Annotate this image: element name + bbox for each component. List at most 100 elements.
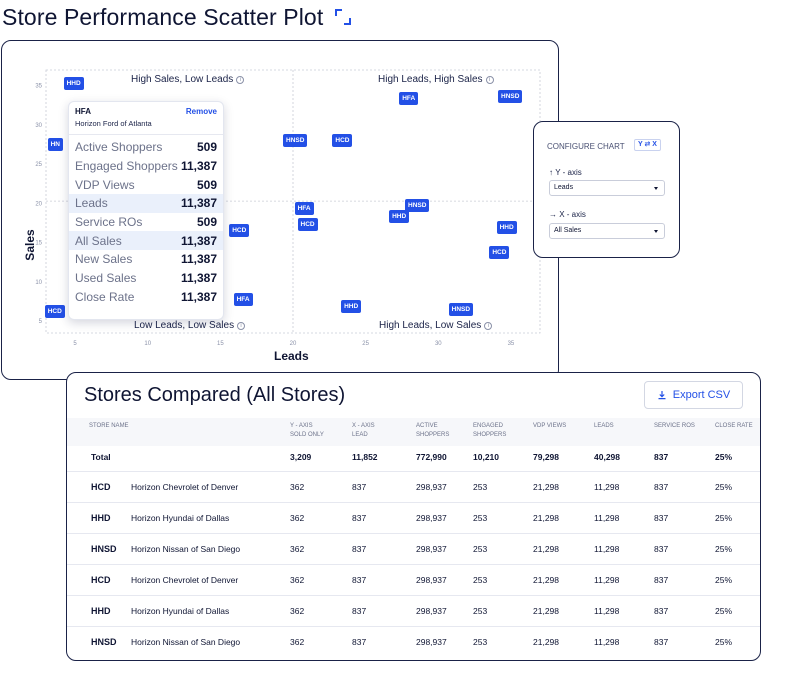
column-header: ENGAGED SHOPPERS <box>473 423 507 438</box>
store-point-hhd[interactable]: HHD <box>496 220 517 234</box>
tooltip-metric-row: Close Rate 11,387 <box>69 288 223 307</box>
tooltip-metric-row: Engaged Shoppers 11,387 <box>69 157 223 176</box>
table-cell: 837 <box>654 575 669 585</box>
download-icon <box>658 391 666 400</box>
tooltip-metric-row: Leads 11,387 <box>69 194 223 213</box>
total-cell: 3,209 <box>290 452 312 462</box>
store-code: HCD <box>91 575 111 585</box>
table-title: Stores Compared (All Stores) <box>84 384 346 406</box>
arrow-right-icon: → <box>549 210 557 219</box>
tooltip-metric-row: All Sales 11,387 <box>69 231 223 251</box>
table-cell: 362 <box>290 575 305 585</box>
store-point-hn[interactable]: HN <box>47 138 63 152</box>
store-name: Horizon Chevrolet of Denver <box>131 482 239 492</box>
table-row[interactable]: HCD Horizon Chevrolet of Denver 362 837 298,… <box>67 564 760 595</box>
info-icon[interactable]: i <box>236 75 245 84</box>
configure-chart-title: CONFIGURE CHART <box>547 142 625 151</box>
total-cell: 40,298 <box>594 452 620 462</box>
info-icon[interactable]: i <box>484 321 493 330</box>
store-point-hnsd[interactable]: HNSD <box>498 90 523 104</box>
table-cell: 837 <box>654 606 669 616</box>
store-point-hfa[interactable]: HFA <box>233 292 253 306</box>
column-header: CLOSE RATE <box>715 423 753 429</box>
store-point-hfa[interactable]: HFA <box>399 91 419 105</box>
table-cell: 362 <box>290 606 305 616</box>
table-row[interactable]: HHD Horizon Hyundai of Dallas 362 837 298,93… <box>67 595 760 626</box>
store-point-hhd[interactable]: HHD <box>389 210 410 224</box>
store-name: Horizon Hyundai of Dallas <box>131 606 230 616</box>
info-icon[interactable]: i <box>237 321 246 330</box>
table-cell: 253 <box>473 575 488 585</box>
store-code: HHD <box>91 606 111 616</box>
x-axis-select[interactable]: All Sales <box>549 223 665 239</box>
expand-corners-icon[interactable] <box>333 7 353 27</box>
table-cell: 21,298 <box>533 482 559 492</box>
info-icon[interactable]: i <box>485 75 494 84</box>
tooltip-store-name: Horizon Ford of Atlanta <box>75 119 152 128</box>
table-row[interactable]: HNSD Horizon Nissan of San Diego 362 837 298… <box>67 626 760 657</box>
table-cell: 21,298 <box>533 575 559 585</box>
table-row[interactable]: HHD Horizon Hyundai of Dallas 362 837 298,93… <box>67 502 760 533</box>
table-cell: 11,298 <box>594 575 620 585</box>
store-name: Horizon Nissan of San Diego <box>131 544 241 554</box>
x-axis-label: → X - axis <box>549 210 586 219</box>
metric-value: 11,387 <box>180 271 217 286</box>
x-tick-label: 5 <box>73 341 77 347</box>
store-point-hhd[interactable]: HHD <box>63 76 84 90</box>
metric-label: Close Rate <box>75 289 135 304</box>
column-header: Y - AXIS SOLD ONLY <box>290 423 324 438</box>
store-point-hcd[interactable]: HCD <box>297 218 318 232</box>
tooltip-metric-row: VDP Views 509 <box>69 175 223 194</box>
metric-label: Engaged Shoppers <box>75 159 178 174</box>
store-point-hnsd[interactable]: HNSD <box>283 134 308 148</box>
store-point-hnsd[interactable]: HNSD <box>448 302 474 316</box>
table-cell: 25% <box>715 513 733 523</box>
table-cell: 21,298 <box>533 637 559 647</box>
store-point-hcd[interactable]: HCD <box>489 245 510 259</box>
metric-value: 11,387 <box>180 252 217 267</box>
table-cell: 253 <box>473 606 488 616</box>
store-point-hcd[interactable]: HCD <box>332 134 353 148</box>
total-cell: 79,298 <box>533 452 559 462</box>
store-point-hnsd[interactable]: HNSD <box>405 198 430 212</box>
column-header: SERVICE ROS <box>654 423 695 429</box>
metric-label: VDP Views <box>75 177 135 192</box>
y-tick-label: 5 <box>39 319 43 325</box>
tooltip-metric-row: Used Sales 11,387 <box>69 269 223 288</box>
store-point-hfa[interactable]: HFA <box>294 202 314 216</box>
y-tick-label: 10 <box>35 280 42 286</box>
quadrant-label-top-left: High Sales, Low Leads i <box>128 74 248 85</box>
table-row[interactable]: HNSD Horizon Nissan of San Diego 362 837 298… <box>67 533 760 564</box>
table-cell: 362 <box>290 513 305 523</box>
table-cell: 837 <box>654 637 669 647</box>
table-cell: 298,937 <box>416 606 447 616</box>
x-tick-label: 30 <box>435 341 442 347</box>
total-cell: 837 <box>654 452 669 462</box>
table-cell: 25% <box>715 637 733 647</box>
metric-value: 11,387 <box>180 196 217 211</box>
store-code: HHD <box>91 513 111 523</box>
page-title: Store Performance Scatter Plot <box>2 4 324 30</box>
store-point-hcd[interactable]: HCD <box>229 224 250 238</box>
x-tick-label: 35 <box>508 341 515 347</box>
table-header: STORE NAME Y - AXIS SOLD ONLY X - AXIS LEAD A… <box>67 418 760 446</box>
metric-label: Used Sales <box>75 271 137 286</box>
export-csv-button[interactable]: Export CSV <box>644 381 743 409</box>
tooltip-metric-row: Active Shoppers 509 <box>69 138 223 157</box>
y-tick-label: 30 <box>35 123 42 129</box>
remove-button[interactable]: Remove <box>185 107 217 116</box>
total-cell: 25% <box>715 452 733 462</box>
tooltip-metric-row: New Sales 11,387 <box>69 250 223 269</box>
table-cell: 837 <box>352 606 367 616</box>
metric-label: Active Shoppers <box>75 140 163 155</box>
store-point-hhd[interactable]: HHD <box>341 299 362 313</box>
table-cell: 298,937 <box>416 575 447 585</box>
table-cell: 253 <box>473 482 488 492</box>
table-row[interactable]: HCD Horizon Chevrolet of Denver 362 837 298,… <box>67 471 760 502</box>
table-cell: 21,298 <box>533 606 559 616</box>
table-cell: 25% <box>715 575 733 585</box>
store-point-hcd[interactable]: HCD <box>44 305 65 319</box>
swap-axes-button[interactable]: Y ⇄ X <box>634 139 661 151</box>
y-axis-select[interactable]: Leads <box>549 180 665 196</box>
table-cell: 253 <box>473 544 488 554</box>
